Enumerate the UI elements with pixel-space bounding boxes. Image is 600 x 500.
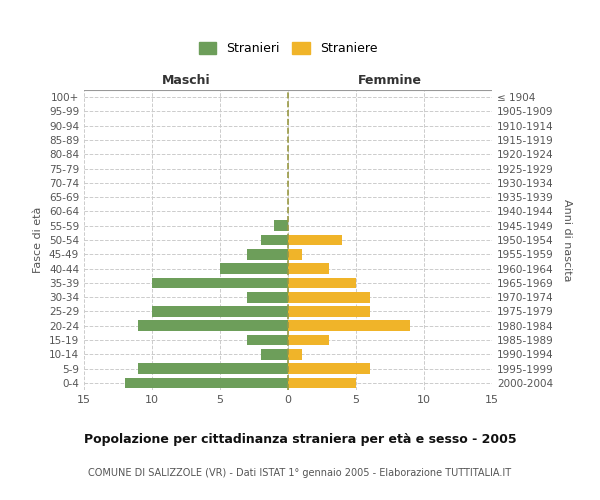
Bar [288,292,370,302]
Text: Maschi: Maschi [161,74,211,87]
Bar [220,263,288,274]
Bar [288,320,410,331]
Bar [247,334,288,345]
Y-axis label: Fasce di età: Fasce di età [34,207,43,273]
Bar [261,234,288,246]
Bar [288,263,329,274]
Text: Femmine: Femmine [358,74,422,87]
Bar [288,306,370,317]
Bar [288,334,329,345]
Text: COMUNE DI SALIZZOLE (VR) - Dati ISTAT 1° gennaio 2005 - Elaborazione TUTTITALIA.: COMUNE DI SALIZZOLE (VR) - Dati ISTAT 1°… [88,468,512,477]
Bar [139,320,288,331]
Y-axis label: Anni di nascita: Anni di nascita [562,198,572,281]
Bar [152,306,288,317]
Text: Popolazione per cittadinanza straniera per età e sesso - 2005: Popolazione per cittadinanza straniera p… [83,432,517,446]
Bar [125,378,288,388]
Bar [288,349,302,360]
Bar [247,292,288,302]
Bar [261,349,288,360]
Bar [288,363,370,374]
Bar [288,278,356,288]
Bar [288,378,356,388]
Bar [288,234,343,246]
Bar [139,363,288,374]
Bar [247,249,288,260]
Bar [274,220,288,231]
Legend: Stranieri, Straniere: Stranieri, Straniere [199,42,377,55]
Bar [288,249,302,260]
Bar [152,278,288,288]
